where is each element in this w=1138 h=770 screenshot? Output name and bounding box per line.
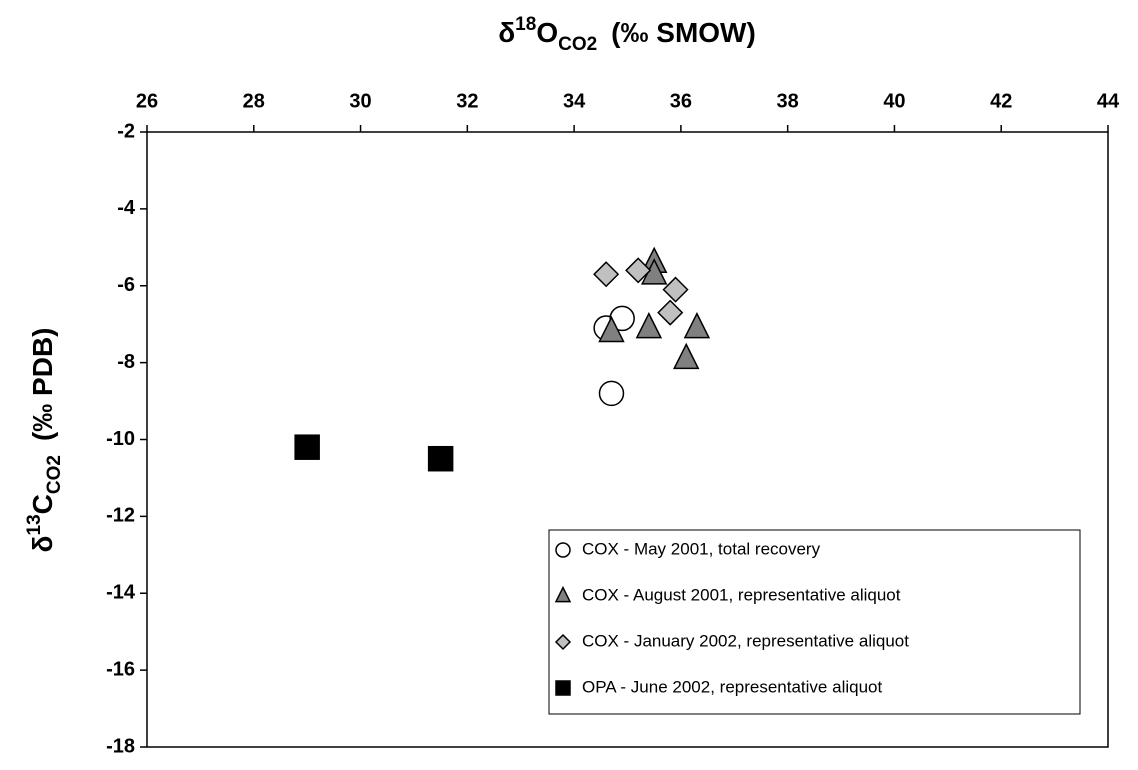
point — [673, 342, 700, 370]
label-part: 13 — [24, 514, 45, 535]
x-tick-label: 36 — [670, 90, 692, 112]
label-part: δ — [27, 536, 58, 553]
legend-label: COX - May 2001, total recovery — [582, 539, 821, 558]
point — [662, 276, 689, 303]
label-part: C — [27, 494, 58, 514]
x-tick-label: 28 — [243, 90, 265, 112]
label-part: O — [536, 17, 558, 48]
label-part: CO2 — [558, 34, 597, 55]
y-tick-label: -6 — [117, 274, 135, 296]
x-tick-label: 34 — [563, 90, 586, 112]
label-part: (‰ PDB) — [27, 328, 58, 442]
legend-marker — [555, 680, 571, 696]
legend-label: OPA - June 2002, representative aliquot — [582, 677, 882, 696]
legend-label: COX - January 2002, representative aliqu… — [582, 631, 909, 650]
x-tick-label: 30 — [349, 90, 371, 112]
legend-label: COX - August 2001, representative aliquo… — [582, 585, 901, 604]
point — [593, 261, 620, 288]
point — [427, 445, 454, 472]
y-tick-label: -12 — [106, 505, 135, 527]
legend-marker — [554, 633, 572, 651]
point — [625, 257, 652, 284]
point — [635, 311, 663, 339]
x-tick-label: 26 — [136, 90, 158, 112]
label-part: (‰ SMOW) — [611, 17, 756, 48]
x-axis-label: δ18OCO2 (‰ SMOW) — [498, 14, 756, 55]
y-tick-label: -16 — [106, 658, 135, 680]
point — [598, 380, 625, 407]
x-tick-label: 42 — [990, 90, 1012, 112]
point — [294, 434, 320, 460]
point — [657, 299, 684, 326]
label-part: CO2 — [44, 455, 65, 494]
y-tick-label: -14 — [106, 582, 136, 604]
x-tick-label: 32 — [456, 90, 478, 112]
label-part: 18 — [515, 14, 536, 35]
legend-box — [548, 529, 1081, 715]
point — [683, 311, 711, 339]
y-axis-label: δ13CCO2 (‰ PDB) — [24, 328, 65, 553]
legend-marker — [554, 585, 572, 603]
x-tick-label: 44 — [1097, 90, 1120, 112]
y-tick-label: -18 — [106, 735, 135, 757]
legend-marker — [555, 542, 571, 558]
point — [598, 315, 625, 343]
y-tick-label: -10 — [106, 428, 135, 450]
y-tick-label: -4 — [117, 197, 136, 219]
x-tick-label: 40 — [883, 90, 905, 112]
label-part: δ — [498, 17, 515, 48]
y-tick-label: -8 — [117, 351, 135, 373]
y-tick-label: -2 — [117, 120, 135, 142]
x-tick-label: 38 — [777, 90, 799, 112]
point — [609, 305, 635, 332]
